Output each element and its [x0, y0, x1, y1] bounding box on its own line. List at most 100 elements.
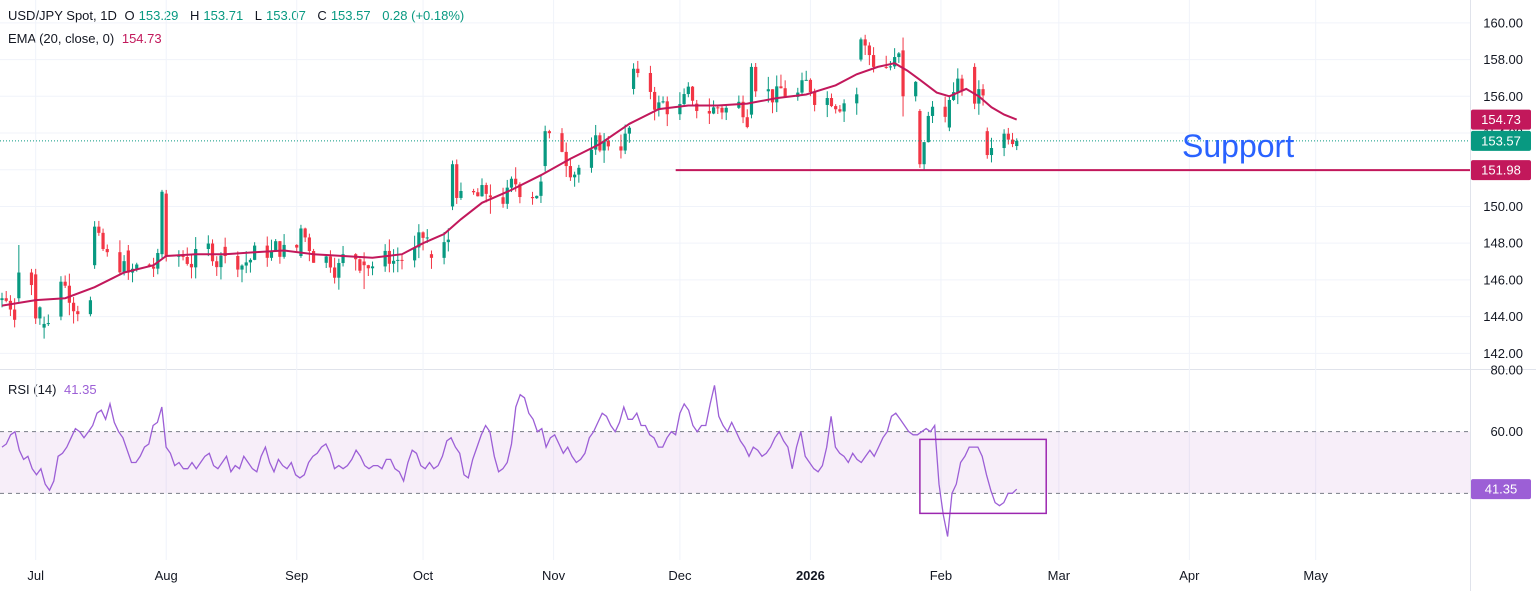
candle-body [695, 103, 699, 111]
price-tick-label: 144.00 [1483, 309, 1523, 324]
high-label: H [190, 8, 200, 23]
price-tick-label: 156.00 [1483, 89, 1523, 104]
time-tick-label: Oct [413, 568, 434, 583]
candle-body [46, 323, 50, 325]
rsi-highlight-box [919, 438, 1047, 515]
candle-body [135, 264, 139, 269]
candle-body [156, 253, 160, 269]
candle-body [808, 79, 813, 93]
candle-body [568, 166, 573, 178]
candle-body [509, 178, 514, 188]
candle-body [194, 248, 198, 268]
candle-body [775, 86, 779, 103]
price-tick-label: 148.00 [1483, 236, 1523, 251]
candle-body [185, 256, 189, 264]
candle-body [779, 86, 783, 89]
candle-body [358, 259, 362, 271]
axes: 160.00158.00156.00154.00152.00150.00148.… [27, 15, 1523, 583]
candle-body [93, 226, 97, 266]
close-value: 153.57 [330, 8, 371, 23]
time-tick-label: Jul [27, 568, 44, 583]
candle-body [627, 127, 631, 134]
candle-body [678, 104, 682, 115]
candle-body [594, 135, 598, 150]
candle-body [825, 98, 829, 105]
candle-body [863, 39, 867, 46]
candle-body [1006, 133, 1010, 140]
candle-body [442, 242, 446, 258]
rsi-tick-label: 60.00 [1490, 424, 1523, 439]
candle-body [126, 250, 130, 273]
candle-body [429, 254, 434, 258]
candle-body [543, 131, 547, 167]
candle-body [842, 103, 846, 112]
candle-body [210, 243, 215, 262]
time-tick-label: Nov [542, 568, 566, 583]
candle-body [539, 181, 543, 196]
candle-body [118, 252, 122, 273]
candle-body [711, 107, 716, 114]
candle-body [97, 226, 101, 233]
candle-body [619, 146, 623, 151]
candle-body [425, 237, 429, 239]
candle-body [215, 261, 219, 268]
low-field: L 153.07 [255, 8, 310, 23]
time-tick-label: 2026 [796, 568, 825, 583]
candle-body [930, 106, 935, 116]
candle-body [324, 256, 328, 263]
candle-body [476, 192, 480, 197]
candle-body [122, 261, 126, 273]
candle-body [897, 53, 901, 58]
rsi-legend: RSI (14) 41.35 [8, 382, 101, 397]
rsi-band-fill [0, 431, 1470, 494]
candle-body [240, 265, 244, 270]
candle-body [1010, 139, 1015, 145]
candle-body [311, 251, 316, 263]
candle-body [783, 88, 787, 97]
candle-body [67, 285, 71, 303]
candle-body [446, 239, 450, 243]
candle-body [829, 98, 834, 107]
candle-body [943, 106, 947, 117]
candle-body [400, 259, 404, 261]
candle-body [514, 178, 518, 185]
candle-body [421, 232, 425, 238]
support-annotation: Support [1182, 128, 1294, 164]
candle-body [636, 68, 640, 73]
candle-body [274, 241, 278, 251]
price-tag-box [1471, 160, 1531, 181]
price-tick-label: 160.00 [1483, 15, 1523, 30]
candle-body [459, 191, 463, 198]
candle-body [189, 263, 194, 268]
time-tick-label: Feb [930, 568, 952, 583]
candle-body [804, 79, 808, 81]
candle-body [181, 255, 185, 257]
candle-body [333, 267, 337, 278]
candle-body [960, 78, 964, 91]
price-tick-label: 146.00 [1483, 272, 1523, 287]
rsi-label: RSI (14) [8, 382, 57, 397]
candle-body [1002, 133, 1006, 149]
candle-body [366, 265, 370, 269]
candle-body [248, 259, 253, 263]
candle-body [303, 228, 307, 238]
ema-legend: EMA (20, close, 0) 154.73 [8, 31, 166, 46]
candle-body [17, 272, 21, 299]
price-tick-label: 150.00 [1483, 199, 1523, 214]
candle-body [391, 260, 396, 264]
low-value: 153.07 [266, 8, 306, 23]
candle-body [518, 184, 522, 198]
candle-body [29, 272, 34, 286]
candle-body [989, 148, 994, 156]
price-tick-label: 158.00 [1483, 52, 1523, 67]
price-tags: 154.73 153.57 151.98 41.35 [1471, 109, 1531, 500]
candle-body [918, 110, 922, 165]
candle-body [631, 68, 636, 89]
candle-body [888, 66, 893, 68]
candle-body [867, 45, 871, 56]
candle-body [838, 109, 842, 112]
candle-body [151, 266, 156, 269]
open-field: O 153.29 [125, 8, 183, 23]
candle-body [901, 50, 905, 97]
candle-body [530, 197, 535, 199]
